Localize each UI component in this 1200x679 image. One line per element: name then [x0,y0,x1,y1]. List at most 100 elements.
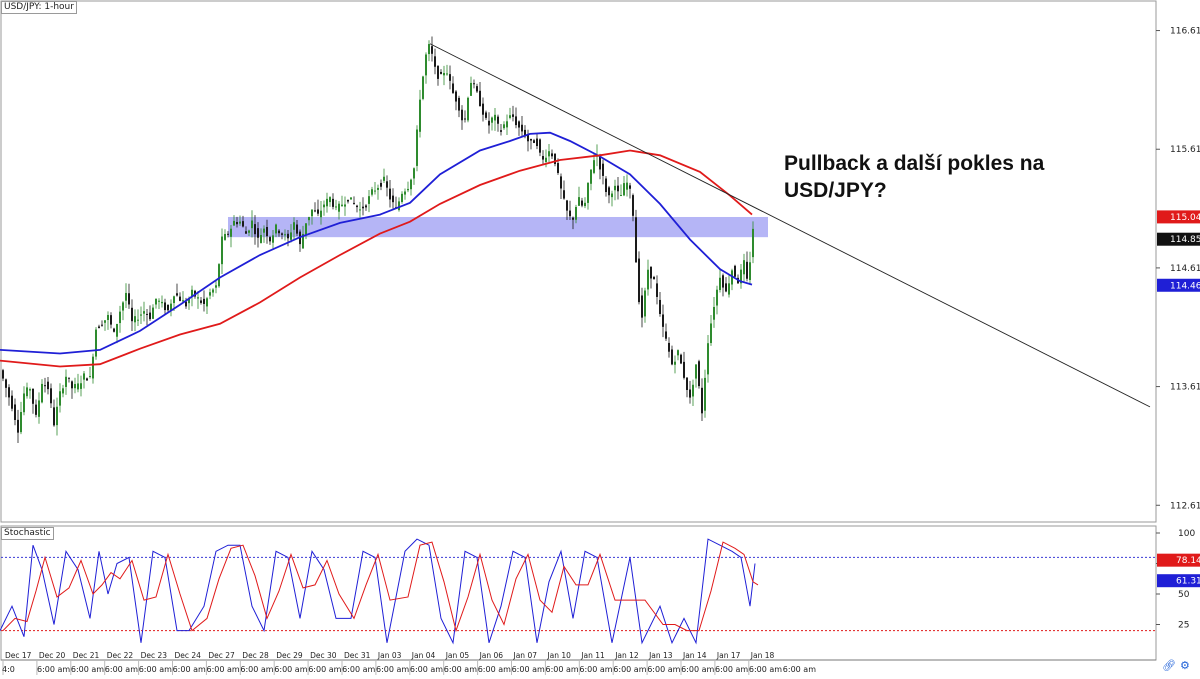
resistance-zone [228,216,768,238]
candle-body [422,76,424,99]
candle-body [368,196,370,204]
time-label: 6:00 am [105,665,138,674]
candle [362,197,364,216]
candle-body [482,103,484,115]
date-label: Jan 03 [377,651,402,660]
candle [551,149,553,160]
stochastic-pane-frame [0,525,1157,661]
candle-body [599,154,601,170]
main-pane-frame [0,0,1157,523]
candle [32,388,34,414]
candle-body [722,275,724,288]
candle-body [746,261,748,279]
candle [479,81,481,107]
candle-body [71,381,73,389]
candle-body [89,376,91,378]
candle-body [107,314,109,320]
candle [521,115,523,136]
candle-body [611,193,613,198]
moving-average-fast [0,131,753,355]
candle-body [191,289,193,297]
candle-body [506,121,508,128]
time-label: 6:00 am [71,665,104,674]
candle-body [626,182,628,190]
candle [254,215,256,245]
candle-body [212,289,214,293]
candle-body [602,163,604,176]
candle [290,224,292,243]
date-label: Jan 04 [411,651,436,660]
candle-body [392,195,394,203]
candle [740,264,742,289]
candle-body [371,189,373,195]
candle-body [326,198,328,207]
candle-body [419,99,421,132]
candle-body [143,311,145,314]
candle-body [362,206,364,209]
candle-body [518,121,520,128]
candle-body [425,54,427,76]
candle-body [317,209,319,214]
candle-body [281,233,283,235]
candle-body [545,157,547,162]
candle-body [560,176,562,189]
candle [212,288,214,297]
candle [722,273,724,297]
candle-body [716,289,718,306]
candle [431,36,433,62]
candle-body [398,201,400,211]
price-label-text: 115.045 [1170,213,1200,223]
candle [452,76,454,94]
candle-body [662,314,664,327]
link-icon[interactable]: 🔗︎ [1162,659,1176,672]
candle-body [8,387,10,398]
price-tick-label: 115.611 [1170,145,1200,155]
candle [494,108,496,131]
candle-body [530,138,532,141]
candle [491,116,493,131]
candle [671,345,673,366]
time-label: 6:00 am [579,665,612,674]
candle-body [653,276,655,280]
candle-body [665,331,667,339]
candle [146,308,148,326]
candle-body [389,188,391,200]
candle-body [449,74,451,81]
candle [47,377,49,395]
candle [419,89,421,138]
candle-body [476,86,478,92]
candle [644,287,646,323]
candle-body [185,301,187,307]
candle-body [608,187,610,196]
candle-body [524,129,526,137]
candle-body [680,354,682,364]
candle [149,305,151,321]
annotation-text: Pullback a další pokles na USD/JPY? [784,152,1045,202]
candle [2,368,4,382]
candle-body [161,301,163,304]
candle [356,204,358,213]
candle-body [719,277,721,290]
candle [263,225,265,243]
candle [122,301,124,321]
candle [335,199,337,211]
candle [218,263,220,288]
candle-body [503,124,505,129]
price-label: 114.469 [1157,278,1200,292]
candle-body [272,235,274,243]
price-label: 115.045 [1157,210,1200,224]
time-label: 6:00 am [647,665,680,674]
candle-body [44,385,46,387]
settings-icon[interactable]: ⚙︎ [1180,659,1190,672]
candle [629,182,631,199]
candle-body [98,326,100,329]
candle-body [575,206,577,220]
candle-body [134,316,136,323]
moving-average-slow [0,149,753,368]
candle [38,392,40,424]
candle [293,217,295,240]
candle-body [119,311,121,324]
candle-body [116,324,118,337]
candle [425,52,427,84]
candle-body [674,361,676,365]
